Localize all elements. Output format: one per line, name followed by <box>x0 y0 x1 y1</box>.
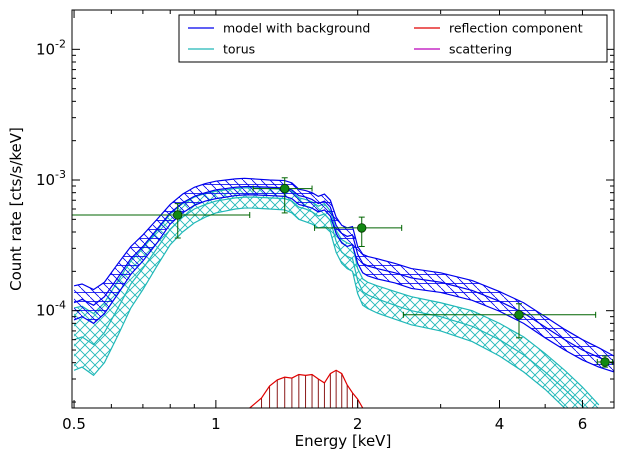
model-upper-line <box>73 177 614 357</box>
model-median-line <box>73 186 614 365</box>
legend-label: model with background <box>223 21 370 36</box>
x-tick-label: 0.5 <box>62 415 86 433</box>
data-point-2 <box>252 177 313 214</box>
y-tick-mantissa: 10 <box>36 40 55 58</box>
y-tick-label: 10-2 <box>36 37 66 58</box>
x-axis-title: Energy [keV] <box>295 432 392 450</box>
data-point-5 <box>596 355 614 368</box>
data-point-4 <box>402 303 597 339</box>
data-marker <box>514 310 524 320</box>
data-marker <box>280 183 290 194</box>
legend-label: reflection component <box>449 21 583 36</box>
y-tick-exponent: -2 <box>55 37 66 50</box>
data-point-1 <box>72 203 251 239</box>
y-tick-label: 10-4 <box>36 299 66 320</box>
x-tick-label: 4 <box>495 415 505 433</box>
data-point-3 <box>314 216 403 247</box>
x-tick-label: 1 <box>211 415 221 433</box>
y-tick-mantissa: 10 <box>36 302 55 320</box>
legend-item-2: torus <box>188 42 255 57</box>
y-tick-exponent: -4 <box>55 299 66 312</box>
legend: model with background torus reflection com… <box>178 14 608 63</box>
legend-item-4: scattering <box>414 42 512 57</box>
legend-item-3: reflection component <box>414 21 583 36</box>
bands-layer <box>73 177 614 408</box>
y-tick-mantissa: 10 <box>36 171 55 189</box>
torus-median-line <box>73 196 585 408</box>
legend-item-1: model with background <box>188 21 370 36</box>
data-marker <box>357 223 367 233</box>
model-lower-line <box>73 194 614 373</box>
model-band-fill <box>74 178 614 372</box>
x-tick-label: 2 <box>353 415 363 433</box>
y-tick-label: 10-3 <box>36 168 66 189</box>
legend-label: torus <box>223 42 255 57</box>
torus-lower-line <box>73 207 566 408</box>
legend-box <box>178 14 608 63</box>
data-marker <box>600 357 610 367</box>
y-tick-exponent: -3 <box>55 168 66 181</box>
reflection-line <box>249 369 364 408</box>
data-points-layer <box>72 177 614 368</box>
y-axis-title: Count rate [cts/s/keV] <box>7 127 25 291</box>
data-marker <box>173 210 183 220</box>
x-tick-label: 6 <box>578 415 588 433</box>
legend-label: scattering <box>449 42 512 57</box>
